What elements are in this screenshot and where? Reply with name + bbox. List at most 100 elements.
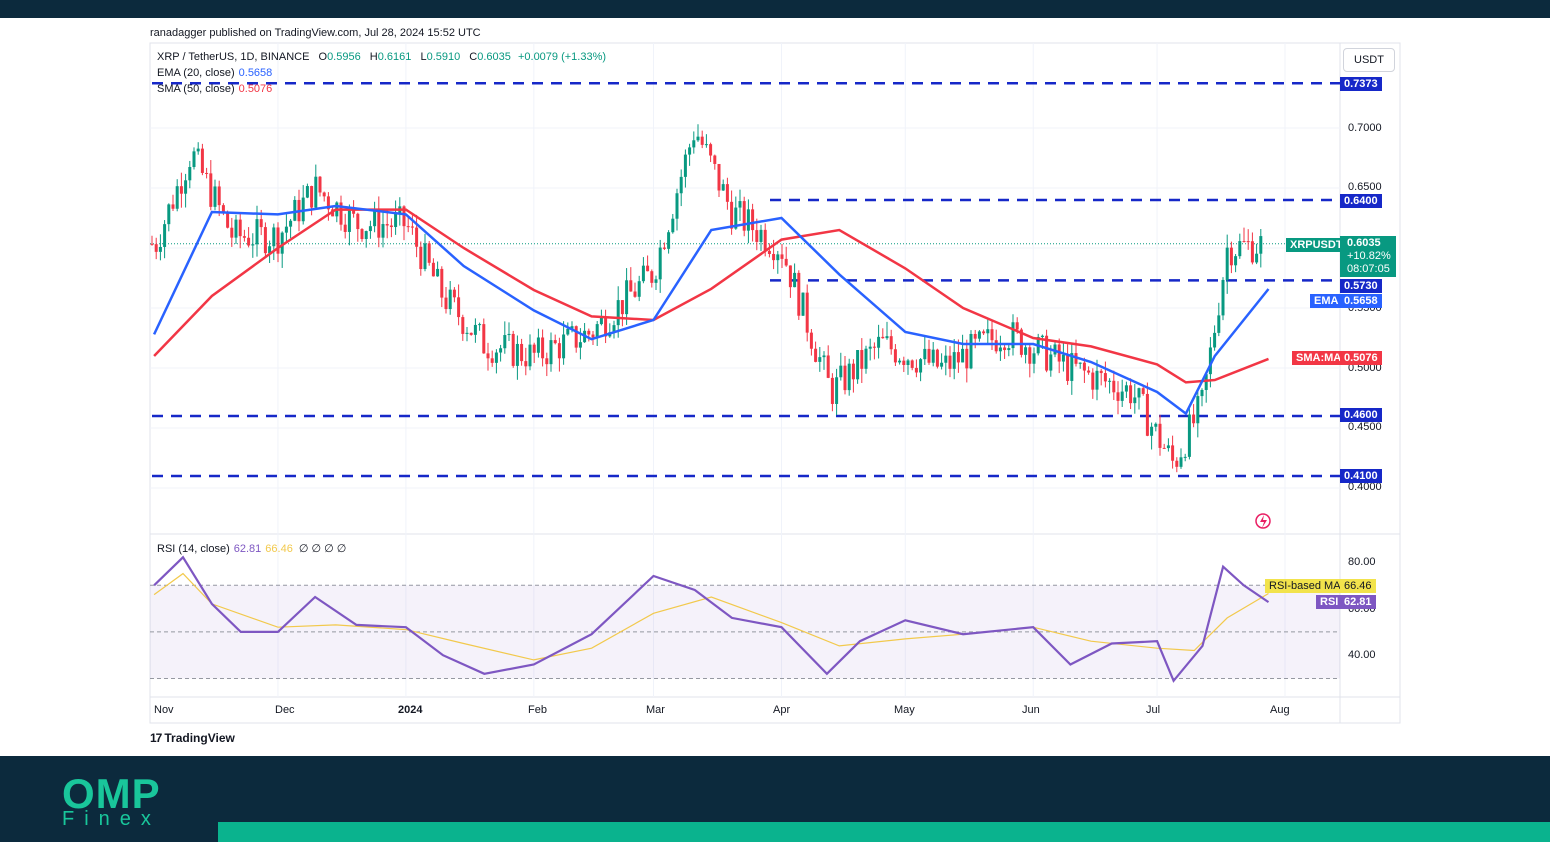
candle-body: [188, 166, 192, 181]
candle-body: [784, 258, 788, 266]
candle-body: [893, 349, 897, 363]
candle-body: [423, 243, 427, 270]
rsi-legend[interactable]: RSI (14, close) 62.81 66.46 ∅ ∅ ∅ ∅: [157, 542, 346, 555]
candle-body: [763, 229, 767, 251]
candle-body: [247, 237, 251, 246]
candle-body: [696, 136, 700, 141]
candle-body: [1238, 241, 1242, 257]
candle-body: [549, 340, 553, 365]
candle-body: [1133, 397, 1137, 404]
candle-body: [469, 332, 473, 335]
open-key: O: [318, 51, 328, 63]
candle-body: [830, 377, 834, 404]
candle-body: [961, 348, 965, 363]
candle-body: [1225, 247, 1229, 280]
rsi-line: [153, 555, 1270, 683]
candle-body: [1229, 247, 1233, 266]
candle-body: [1045, 335, 1049, 371]
candle-body: [347, 209, 351, 232]
high-value: 0.6161: [377, 51, 412, 63]
candle-body: [780, 254, 784, 259]
candle-body: [503, 335, 507, 349]
candle-body: [494, 352, 498, 363]
candle-body: [1129, 385, 1133, 404]
candle-body: [230, 227, 234, 238]
candle-body: [431, 262, 435, 277]
x-axis-label: Feb: [528, 704, 547, 716]
candle-body: [209, 173, 213, 207]
candle-body: [738, 201, 742, 208]
rsi-na-values: ∅ ∅ ∅ ∅: [298, 543, 347, 555]
price-tick: 0.4000: [1348, 481, 1382, 493]
candle-body: [667, 232, 671, 249]
candle-body: [826, 355, 830, 378]
candle-body: [662, 247, 666, 249]
candle-body: [1053, 344, 1057, 355]
symbol-legend[interactable]: XRP / TetherUS, 1D, BINANCE O0.5956 H0.6…: [157, 51, 606, 63]
sma-tag-value: 0.5076: [1340, 351, 1382, 365]
ema-legend[interactable]: EMA (20, close) 0.5658: [157, 67, 272, 79]
candle-body: [860, 350, 864, 369]
candle-body: [352, 209, 356, 214]
currency-selector[interactable]: USDT: [1343, 48, 1395, 72]
candle-body: [276, 227, 280, 254]
candle-body: [1259, 236, 1263, 254]
close-key: C: [469, 51, 478, 63]
bar-countdown: 08:07:05: [1347, 263, 1390, 275]
candle-body: [1019, 329, 1023, 355]
tradingview-logo[interactable]: 17 TradingView: [150, 731, 235, 745]
candle-body: [940, 362, 944, 367]
candle-body: [595, 324, 599, 338]
candle-body: [1175, 460, 1179, 467]
candle-body: [465, 332, 469, 334]
candle-body: [1192, 414, 1196, 424]
candle-body: [360, 229, 364, 240]
candle-body: [910, 360, 914, 368]
candle-body: [881, 336, 885, 339]
candle-body: [688, 147, 692, 155]
candle-body: [948, 355, 952, 369]
candle-body: [944, 355, 948, 363]
publish-credit: ranadagger published on TradingView.com,…: [150, 27, 481, 39]
candle-body: [650, 271, 654, 283]
candle-body: [473, 324, 477, 335]
candle-body: [499, 348, 503, 353]
candle-body: [1200, 389, 1204, 397]
candle-body: [1162, 447, 1166, 449]
candle-body: [1108, 380, 1112, 382]
ema-legend-label: EMA (20, close): [157, 67, 235, 79]
candle-body: [1242, 241, 1246, 243]
candle-body: [343, 224, 347, 232]
candle-body: [1078, 362, 1082, 364]
candle-body: [965, 348, 969, 369]
candle-body: [1095, 370, 1099, 390]
sma-legend-value: 0.5076: [238, 83, 273, 95]
candle-body: [205, 172, 209, 174]
sma-tag-name: SMA:MA: [1292, 351, 1346, 365]
candle-body: [385, 224, 389, 226]
x-axis-label: Jul: [1146, 704, 1161, 716]
candle-body: [633, 291, 637, 297]
candle-body: [986, 329, 990, 334]
sma-legend[interactable]: SMA (50, close) 0.5076: [157, 83, 272, 95]
candle-body: [221, 205, 225, 212]
candle-body: [746, 209, 750, 231]
price-chart[interactable]: [0, 0, 1550, 756]
candle-body: [809, 332, 813, 349]
candle-body: [998, 347, 1002, 352]
candle-body: [200, 148, 204, 173]
candle-body: [217, 186, 221, 206]
ema-line: [152, 204, 1270, 416]
rsi-legend-value: 62.81: [233, 543, 262, 555]
candle-body: [587, 330, 591, 335]
level-tag: 0.5730: [1340, 279, 1382, 293]
candle-body: [1091, 372, 1095, 390]
candle-body: [1158, 423, 1162, 448]
candle-body: [1145, 393, 1149, 436]
candle-body: [1196, 396, 1200, 424]
candle-body: [1112, 380, 1116, 393]
candle-body: [490, 358, 494, 363]
candle-body: [1204, 374, 1208, 390]
change-value: +0.0079 (+1.33%): [517, 51, 607, 63]
candle-body: [814, 348, 818, 362]
